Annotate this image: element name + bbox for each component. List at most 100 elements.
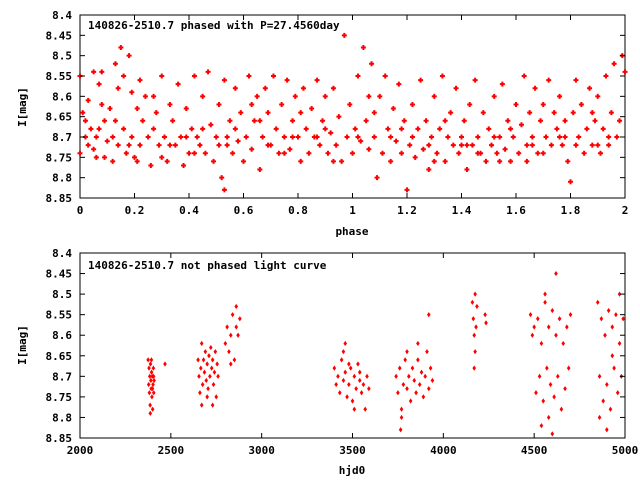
unphased-data-point xyxy=(617,291,622,297)
phased-data-point xyxy=(123,150,129,156)
phased-data-point xyxy=(407,142,413,148)
phased-data-point xyxy=(442,158,448,164)
unphased-data-point xyxy=(209,365,214,371)
unphased-data-point xyxy=(421,394,426,400)
phased-data-point xyxy=(137,77,143,83)
phased-data-point xyxy=(102,118,108,124)
phased-data-point xyxy=(524,158,530,164)
unphased-data-point xyxy=(148,410,153,416)
unphased-data-point xyxy=(398,427,403,433)
phased-data-point xyxy=(595,142,601,148)
phased-data-point xyxy=(529,134,535,140)
phased-data-point xyxy=(431,158,437,164)
unphased-data-point xyxy=(214,394,219,400)
unphased-data-point xyxy=(419,369,424,375)
unphased-data-point xyxy=(539,423,544,429)
unphased-data-point xyxy=(595,299,600,305)
phased-data-point xyxy=(309,106,315,112)
phased-data-point xyxy=(151,126,157,132)
phased-plot-panel: 0 0.2 0.4 0.6 0.8 1 1.2 1.4 1.6 1.8 2 8.4 8.45 8.5 8.5… xyxy=(16,9,628,238)
unphased-data-point xyxy=(205,394,209,400)
phased-data-point xyxy=(374,175,380,181)
unphased-data-point xyxy=(225,324,229,330)
phased-data-point xyxy=(137,142,143,148)
phased-data-point xyxy=(235,138,241,144)
phased-data-point xyxy=(126,142,132,148)
phased-data-point xyxy=(290,118,296,124)
phased-data-point xyxy=(570,110,576,116)
phased-data-point xyxy=(548,142,554,148)
phased-data-point xyxy=(614,134,620,140)
phased-data-point xyxy=(260,134,266,140)
phased-data-point xyxy=(478,150,484,156)
unphased-data-point xyxy=(148,402,152,408)
unphased-data-point xyxy=(397,365,402,371)
unphased-data-point xyxy=(201,357,206,363)
phased-data-point xyxy=(262,85,268,91)
unphased-data-point xyxy=(339,357,344,363)
phased-data-point xyxy=(224,134,230,140)
unphased-data-point xyxy=(548,381,553,388)
unphased-data-point xyxy=(150,386,155,392)
phased-x-tick-label: 1 xyxy=(349,204,356,217)
phased-y-tick-label: 8.65 xyxy=(46,111,73,124)
phased-data-point xyxy=(80,110,86,116)
unphased-data-point xyxy=(554,332,558,338)
unphased-data-point xyxy=(472,332,477,338)
phased-data-point xyxy=(186,150,192,156)
unphased-data-point xyxy=(146,357,150,363)
unphased-y-tick-label: 8.7 xyxy=(52,370,72,383)
phased-data-point xyxy=(77,150,83,156)
unphased-data-point xyxy=(230,312,235,318)
phased-data-point xyxy=(276,150,282,156)
phased-data-point xyxy=(82,118,88,124)
unphased-x-tick-label: 5000 xyxy=(612,444,639,457)
phased-x-tick-label: 1.2 xyxy=(397,204,417,217)
phased-data-point xyxy=(491,134,497,140)
unphased-data-point xyxy=(597,373,602,379)
unphased-data-point xyxy=(539,340,544,347)
phased-data-point xyxy=(347,101,353,107)
unphased-data-point xyxy=(475,303,479,310)
phased-data-point xyxy=(562,118,568,124)
unphased-data-point xyxy=(357,377,362,384)
unphased-data-point xyxy=(550,307,555,314)
unphased-data-point xyxy=(427,312,431,318)
phased-data-point xyxy=(499,81,505,87)
unphased-data-point xyxy=(425,349,429,355)
phased-data-point xyxy=(409,134,415,140)
phased-data-point xyxy=(322,93,328,99)
phased-data-point xyxy=(336,114,342,120)
unphased-data-point xyxy=(410,365,415,371)
unphased-data-point xyxy=(163,361,167,367)
phased-data-point xyxy=(254,93,260,99)
phased-data-point xyxy=(88,126,94,132)
phased-data-point xyxy=(508,126,514,132)
phased-data-point xyxy=(129,134,135,140)
unphased-x-tick-label: 2000 xyxy=(67,444,94,457)
phased-data-point xyxy=(265,142,271,148)
phased-data-point xyxy=(104,138,110,144)
unphased-data-point xyxy=(210,357,215,363)
phased-data-point xyxy=(330,85,336,91)
unphased-data-point xyxy=(149,369,154,375)
phased-data-point xyxy=(156,142,162,148)
unphased-data-point xyxy=(405,349,409,355)
phased-data-point xyxy=(480,110,486,116)
phased-data-point xyxy=(129,89,135,95)
phased-data-point xyxy=(208,122,214,128)
unphased-data-point xyxy=(199,365,203,371)
unphased-data-point xyxy=(552,394,556,400)
phased-data-point xyxy=(322,126,328,132)
phased-data-point xyxy=(191,150,197,156)
phased-data-point xyxy=(112,118,118,124)
phased-data-point xyxy=(524,142,530,148)
phased-data-point xyxy=(93,134,99,140)
phased-data-point xyxy=(314,134,320,140)
phased-data-point xyxy=(85,97,91,103)
unphased-plot-axes: 2000 2500 3000 3500 4000 4500 5000 8.4 8.45 8.5 8.… xyxy=(46,247,639,457)
phased-data-point xyxy=(96,81,102,87)
phased-data-point xyxy=(459,142,464,148)
phased-data-point xyxy=(464,142,470,148)
phased-data-point xyxy=(475,150,481,156)
